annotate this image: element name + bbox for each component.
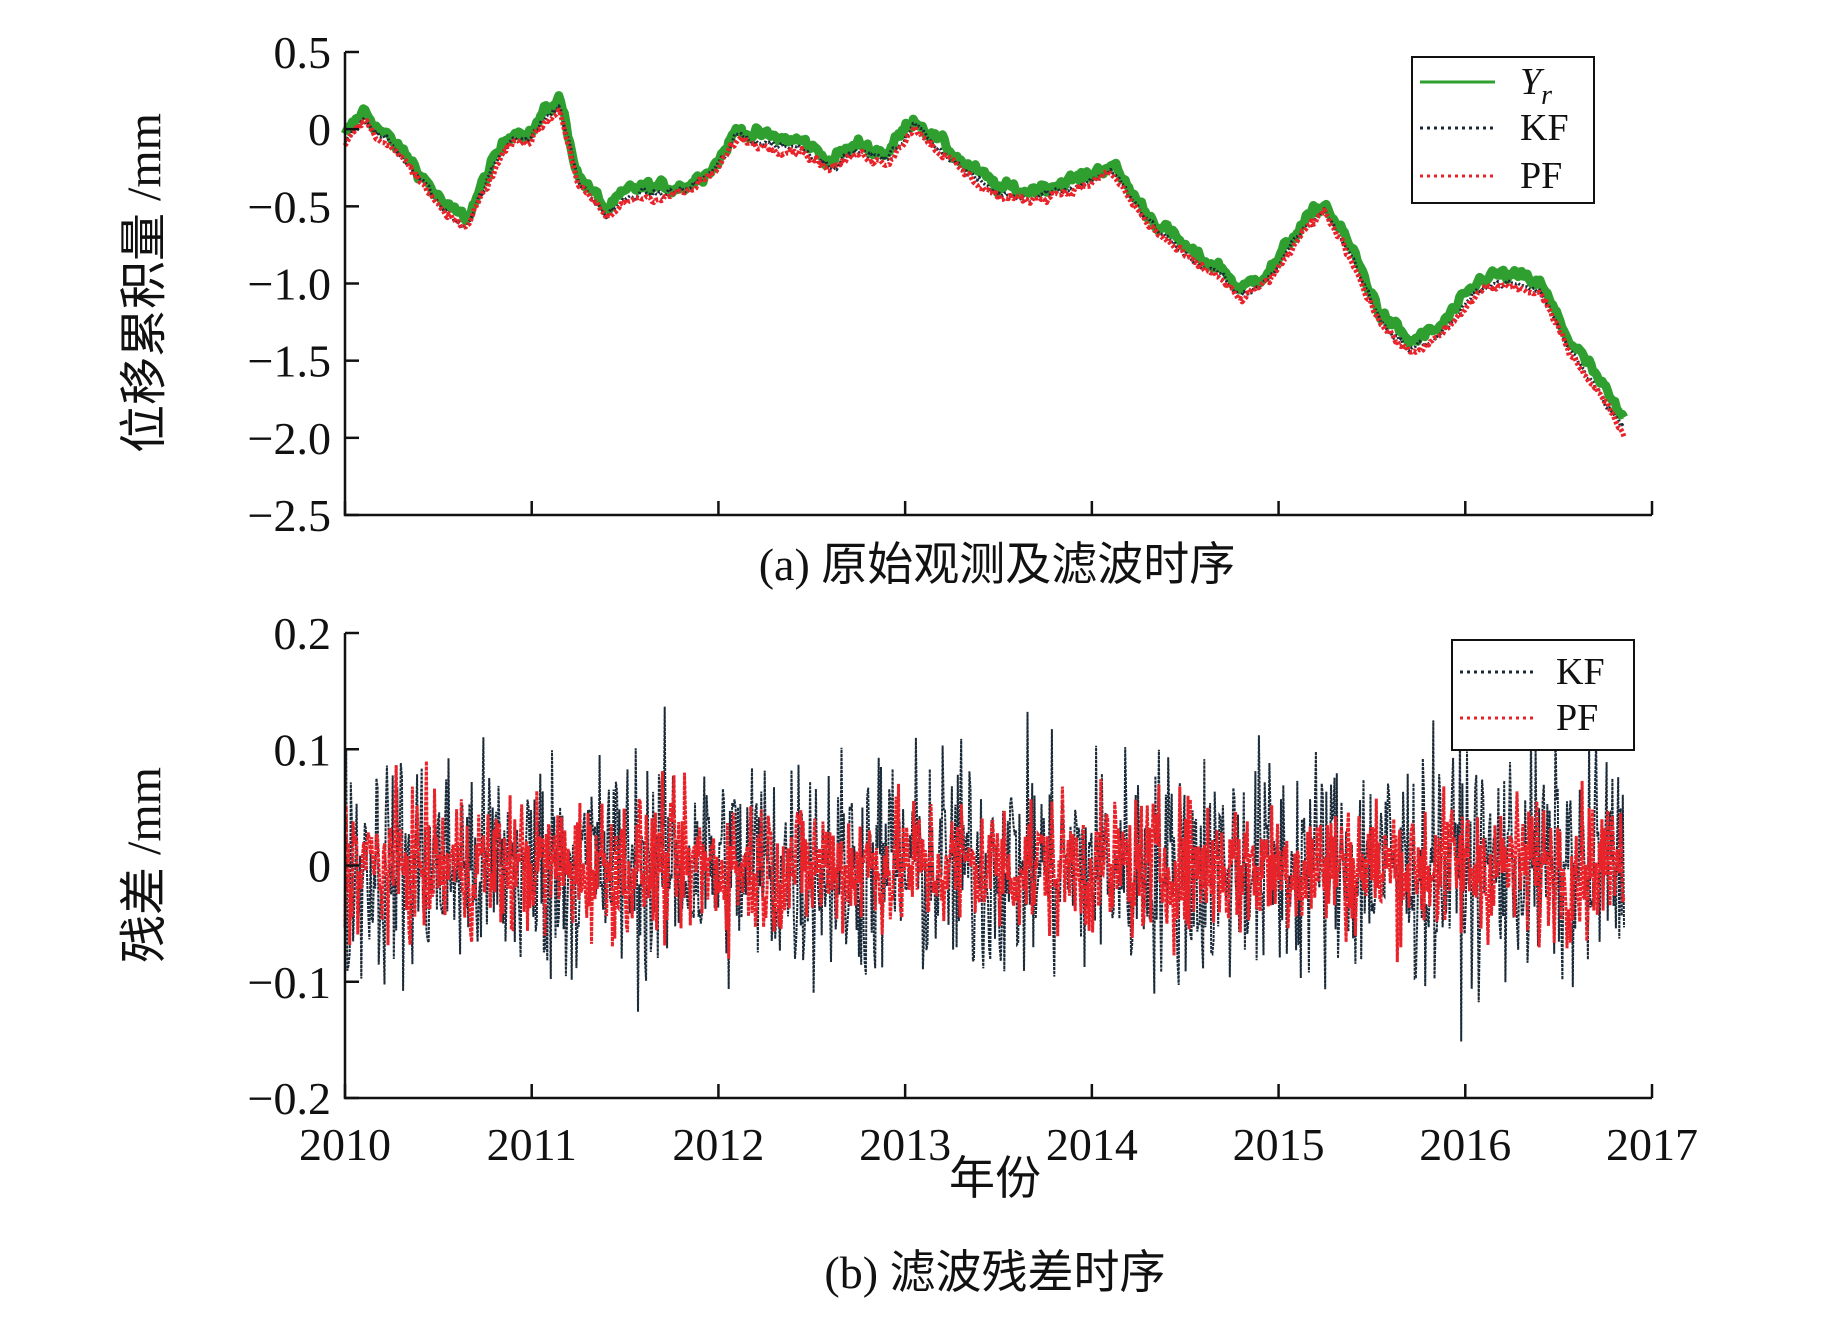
- y-tick-label: 0: [308, 104, 331, 155]
- legend-yr-label: Yr: [1520, 61, 1552, 111]
- y-tick-label: −1.5: [248, 336, 331, 387]
- panel-b-x-ticks: 2010 2011 2012 2013 2014 2015 2016 2017: [299, 1084, 1698, 1170]
- panel-b: 0.2 0.1 0 −0.1 −0.2 2010 2011 2012 2013 2014 2015…: [118, 608, 1698, 1298]
- y-tick-label: −1.0: [248, 259, 331, 310]
- x-tick-label: 2016: [1419, 1119, 1511, 1170]
- panel-b-series-lines: [343, 706, 1626, 1042]
- y-tick-label: −0.2: [248, 1073, 331, 1124]
- series-pf-residual-line: [343, 761, 1626, 963]
- series-yr-line: [340, 91, 1628, 420]
- y-tick-label: 0.5: [274, 27, 332, 78]
- x-tick-label: 2014: [1046, 1119, 1138, 1170]
- panel-a-y-axis-label: 位移累积量 /mm: [118, 113, 171, 453]
- panel-a-legend: Yr KF PF: [1411, 56, 1595, 204]
- panel-a: 0.5 0 −0.5 −1.0 −1.5 −2.0 −2.5 位移累积量 /mm Yr KF…: [118, 27, 1654, 590]
- y-tick-label: −2.0: [248, 413, 331, 464]
- x-axis-label: 年份: [949, 1153, 1041, 1204]
- panel-a-x-ticks: [343, 501, 1654, 515]
- x-tick-label: 2010: [299, 1119, 391, 1170]
- caption-b: (b) 滤波残差时序: [824, 1247, 1165, 1298]
- x-tick-label: 2013: [859, 1119, 951, 1170]
- panel-a-series-lines: [340, 91, 1628, 438]
- caption-a: (a) 原始观测及滤波时序: [759, 539, 1236, 590]
- legend-yr-label-main: Y: [1520, 61, 1545, 103]
- y-tick-label: −0.1: [248, 957, 331, 1008]
- legend-pf-label: PF: [1556, 697, 1598, 739]
- legend-kf-label: KF: [1520, 107, 1569, 149]
- legend-kf-label: KF: [1556, 651, 1605, 693]
- y-tick-label: −2.5: [248, 490, 331, 541]
- x-tick-label: 2015: [1233, 1119, 1325, 1170]
- panel-a-y-ticks: 0.5 0 −0.5 −1.0 −1.5 −2.0 −2.5: [248, 27, 359, 541]
- x-tick-label: 2011: [487, 1119, 577, 1170]
- series-pf-line: [342, 107, 1627, 438]
- series-kf-line: [343, 104, 1626, 429]
- y-tick-label: 0: [308, 841, 331, 892]
- x-tick-label: 2017: [1606, 1119, 1698, 1170]
- panel-b-legend-box: [1451, 639, 1635, 751]
- x-tick-label: 2012: [672, 1119, 764, 1170]
- legend-pf-label: PF: [1520, 155, 1562, 197]
- panel-b-legend: KF PF: [1451, 639, 1635, 751]
- y-tick-label: 0.2: [274, 608, 332, 659]
- legend-yr-label-subscript: r: [1541, 80, 1552, 111]
- y-tick-label: −0.5: [248, 181, 331, 232]
- panel-b-y-axis-label: 残差 /mm: [118, 767, 171, 963]
- y-tick-label: 0.1: [274, 724, 332, 775]
- panel-b-y-ticks: 0.2 0.1 0 −0.1 −0.2: [248, 608, 359, 1124]
